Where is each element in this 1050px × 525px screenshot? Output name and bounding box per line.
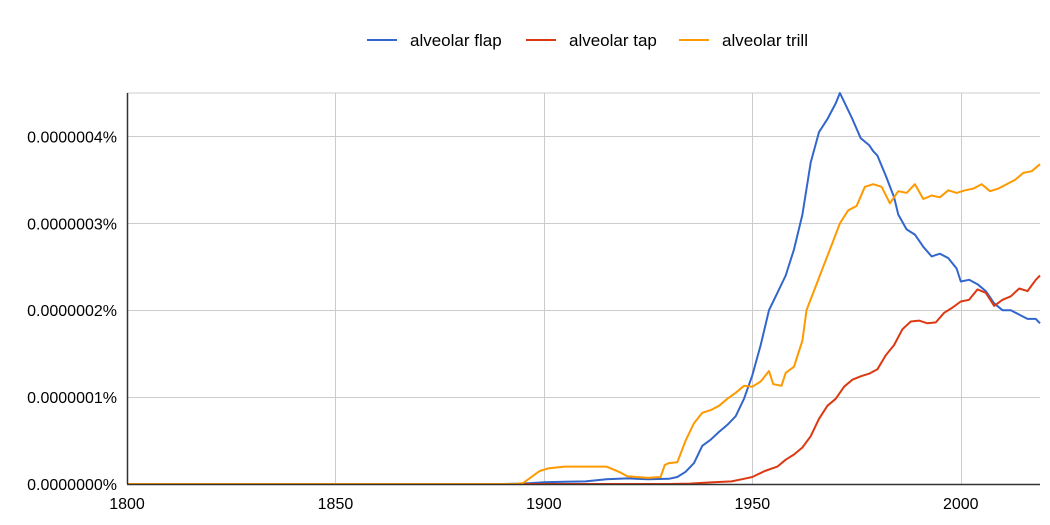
x-tick-label: 1950 bbox=[735, 496, 771, 513]
x-tick-label: 1850 bbox=[318, 496, 354, 513]
legend-item-alveolar-tap[interactable]: alveolar tap bbox=[526, 31, 657, 50]
x-axis-tick-labels: 1800 1850 1900 1950 2000 bbox=[109, 496, 978, 513]
gridlines bbox=[127, 92, 1040, 484]
legend-label: alveolar flap bbox=[410, 31, 502, 50]
legend-label: alveolar tap bbox=[569, 31, 657, 50]
series-line-alveolar-flap[interactable] bbox=[127, 92, 1041, 485]
x-tick-label: 1800 bbox=[109, 496, 145, 513]
y-tick-label: 0.0000001% bbox=[27, 390, 117, 407]
legend-item-alveolar-trill[interactable]: alveolar trill bbox=[679, 31, 808, 50]
series-line-alveolar-tap[interactable] bbox=[127, 274, 1041, 485]
y-tick-label: 0.0000000% bbox=[27, 477, 117, 494]
y-tick-label: 0.0000002% bbox=[27, 303, 117, 320]
x-tick-label: 1900 bbox=[526, 496, 562, 513]
legend[interactable]: alveolar flap alveolar tap alveolar trill bbox=[367, 31, 808, 50]
series-layer bbox=[127, 92, 1041, 485]
x-tick-label: 2000 bbox=[943, 496, 979, 513]
y-tick-label: 0.0000004% bbox=[27, 129, 117, 146]
y-tick-label: 0.0000003% bbox=[27, 216, 117, 233]
series-line-alveolar-trill[interactable] bbox=[127, 163, 1041, 485]
y-axis-tick-labels: 0.0000000% 0.0000001% 0.0000002% 0.0000003%… bbox=[27, 129, 117, 494]
legend-label: alveolar trill bbox=[722, 31, 808, 50]
legend-item-alveolar-flap[interactable]: alveolar flap bbox=[367, 31, 502, 50]
axes bbox=[126, 93, 1040, 486]
